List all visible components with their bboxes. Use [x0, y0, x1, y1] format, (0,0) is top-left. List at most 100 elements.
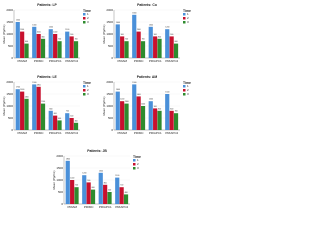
bar	[157, 38, 162, 58]
y-axis-label: Mean (Pg/mL)	[52, 170, 56, 189]
legend-title: Time	[83, 9, 91, 13]
bar	[119, 187, 124, 204]
bar	[157, 110, 162, 130]
legend-label: 3	[87, 20, 89, 24]
value-label: 1800	[37, 84, 41, 86]
legend-title: Time	[183, 9, 191, 13]
x-tick-label: PRIAPC1	[49, 131, 62, 135]
y-tick-label: 0	[11, 56, 13, 60]
bar	[169, 110, 174, 130]
bar	[115, 177, 120, 204]
bar	[124, 103, 129, 130]
y-tick-label: 1500	[106, 20, 113, 24]
y-tick-label: 0	[61, 202, 63, 206]
value-label: 1300	[149, 24, 153, 26]
value-label: 1100	[41, 101, 45, 103]
bar	[98, 172, 103, 204]
bar	[132, 14, 137, 59]
bar	[48, 29, 53, 58]
y-tick-label: 1500	[106, 92, 113, 96]
value-label: 800	[158, 108, 161, 110]
value-label: 900	[87, 180, 90, 182]
x-tick-label: PRIMC	[34, 59, 45, 63]
bar	[103, 184, 108, 204]
bar	[140, 106, 146, 130]
legend-label: 1	[87, 12, 89, 16]
panel-title: Patients: LP	[37, 3, 57, 7]
value-label: 1500	[16, 19, 20, 21]
y-tick-label: 2000	[56, 154, 63, 158]
bar	[40, 103, 46, 130]
value-label: 1100	[115, 175, 119, 177]
value-label: 1100	[20, 29, 24, 31]
panel-title: Patients: JB	[87, 149, 107, 153]
value-label: 1300	[99, 170, 103, 172]
value-label: 1500	[165, 91, 169, 93]
legend-swatch	[83, 93, 86, 96]
y-tick-label: 500	[58, 190, 63, 194]
legend-swatch	[183, 89, 186, 92]
x-tick-label: PRIAPC1	[99, 205, 112, 209]
legend-label: 2	[87, 16, 89, 20]
legend-label: 3	[87, 92, 89, 96]
y-tick-label: 0	[111, 128, 113, 132]
bar	[124, 41, 129, 58]
bar	[136, 96, 141, 130]
y-axis-label: Mean (Pg/mL)	[102, 24, 106, 43]
y-tick-label: 500	[108, 44, 113, 48]
value-label: 700	[66, 111, 69, 113]
bar	[169, 36, 174, 58]
y-tick-label: 2000	[6, 8, 13, 12]
x-tick-label: PRIMC	[34, 131, 45, 135]
bar	[86, 182, 91, 204]
bar	[148, 26, 153, 58]
y-tick-label: 1500	[56, 166, 63, 170]
y-axis-label: Mean (Pg/mL)	[102, 96, 106, 115]
bar	[15, 89, 20, 130]
x-tick-label: PRIMC	[134, 59, 145, 63]
value-label: 1900	[132, 82, 136, 84]
y-tick-label: 500	[8, 44, 13, 48]
value-label: 1100	[137, 29, 141, 31]
y-tick-label: 1000	[6, 104, 13, 108]
bar	[53, 115, 58, 130]
y-axis-label: Mean (Pg/mL)	[2, 96, 6, 115]
bar	[69, 36, 74, 58]
bar	[115, 24, 120, 58]
bar	[69, 118, 74, 130]
value-label: 700	[75, 185, 78, 187]
legend-label: 2	[87, 88, 89, 92]
bar	[165, 94, 170, 130]
value-label: 400	[125, 192, 128, 194]
bar	[24, 98, 29, 130]
bar	[148, 101, 153, 130]
x-tick-label: PRIMC	[84, 205, 95, 209]
legend-title: Time	[183, 81, 191, 85]
value-label: 700	[120, 185, 123, 187]
y-tick-label: 1000	[56, 178, 63, 182]
value-label: 900	[70, 34, 73, 36]
bar	[36, 86, 41, 130]
bar	[136, 31, 141, 58]
bar	[20, 91, 25, 130]
x-tick-label: PRIMC	[134, 131, 145, 135]
bar	[74, 187, 79, 204]
bar	[82, 175, 87, 204]
y-tick-label: 1500	[6, 20, 13, 24]
panel: Patients: LP Mean (Pg/mL) 0 500 1000 1500 2000…	[2, 3, 91, 63]
x-tick-label: PRIAPC2	[65, 59, 78, 63]
value-label: 700	[125, 39, 128, 41]
bar	[120, 36, 125, 58]
panel: Patients: AM Mean (Pg/mL) 0 500 1000 1500 2000…	[102, 75, 191, 135]
legend-label: 3	[187, 92, 189, 96]
value-label: 1100	[65, 29, 69, 31]
bar	[173, 113, 179, 130]
bar	[90, 189, 96, 204]
y-axis-label: Mean (Pg/mL)	[2, 24, 6, 43]
x-tick-label: PRIAM	[17, 59, 27, 63]
value-label: 900	[154, 34, 157, 36]
value-label: 900	[170, 34, 173, 36]
x-tick-label: PRIAM	[117, 131, 127, 135]
x-tick-label: PRIAPC1	[149, 131, 162, 135]
value-label: 1200	[49, 27, 53, 29]
